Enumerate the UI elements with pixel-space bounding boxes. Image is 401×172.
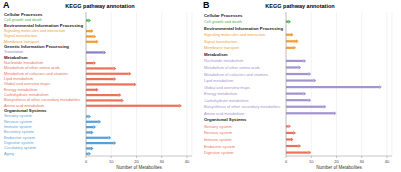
svg-text:Energy metabolism: Energy metabolism bbox=[8, 87, 37, 92]
svg-text:Signal transduction: Signal transduction bbox=[204, 39, 237, 44]
svg-text:Biosynthesis of other secondar: Biosynthesis of other secondary metaboli… bbox=[8, 97, 80, 102]
html-text:A: A bbox=[3, 0, 10, 10]
svg-text:Metabolism of other amino acid: Metabolism of other amino acids bbox=[204, 65, 260, 70]
svg-text:Signal transduction: Signal transduction bbox=[8, 33, 37, 38]
svg-text:Organismal Systems: Organismal Systems bbox=[8, 108, 47, 113]
svg-text:Environmental Information Proc: Environmental Information Processing bbox=[204, 26, 283, 31]
svg-text:Sensory system: Sensory system bbox=[8, 113, 32, 118]
svg-text:Amino acid metabolism: Amino acid metabolism bbox=[8, 103, 44, 108]
svg-text:Immune system: Immune system bbox=[204, 137, 231, 142]
svg-text:Amino acid metabolism: Amino acid metabolism bbox=[204, 111, 244, 116]
svg-text:Digestive system: Digestive system bbox=[8, 140, 33, 145]
svg-text:Cell growth and death: Cell growth and death bbox=[204, 19, 242, 24]
svg-text:Aging: Aging bbox=[8, 151, 14, 156]
svg-text:40: 40 bbox=[185, 159, 190, 164]
svg-text:Cellular Processes: Cellular Processes bbox=[204, 13, 243, 18]
html-text:KEGG pathway annotation: KEGG pathway annotation bbox=[265, 3, 335, 9]
html-text:KEGG pathway annotation: KEGG pathway annotation bbox=[65, 3, 135, 9]
svg-text:Circulatory system: Circulatory system bbox=[8, 145, 36, 150]
svg-text:Digestive system: Digestive system bbox=[204, 150, 233, 155]
svg-text:0: 0 bbox=[285, 159, 288, 164]
svg-text:Nucleotide metabolism: Nucleotide metabolism bbox=[204, 58, 243, 63]
svg-text:Nervous system: Nervous system bbox=[204, 130, 232, 135]
svg-text:Metabolism of cofactors and vi: Metabolism of cofactors and vitamins bbox=[204, 72, 268, 77]
svg-text:Global and overview maps: Global and overview maps bbox=[8, 81, 50, 86]
svg-text:30: 30 bbox=[359, 159, 364, 164]
svg-text:Carbohydrate metabolism: Carbohydrate metabolism bbox=[204, 98, 249, 103]
svg-text:30: 30 bbox=[159, 159, 164, 164]
svg-text:Translation: Translation bbox=[8, 49, 23, 54]
svg-text:10: 10 bbox=[109, 159, 114, 164]
svg-text:Excretory system: Excretory system bbox=[8, 129, 34, 134]
svg-text:40: 40 bbox=[385, 159, 390, 164]
svg-text:Organismal Systems: Organismal Systems bbox=[204, 117, 247, 122]
svg-text:Lipid metabolism: Lipid metabolism bbox=[8, 76, 33, 81]
svg-text:Genetic Information Processing: Genetic Information Processing bbox=[8, 44, 69, 49]
svg-text:Carbohydrate metabolism: Carbohydrate metabolism bbox=[8, 92, 49, 97]
svg-text:20: 20 bbox=[134, 159, 139, 164]
svg-text:Metabolism of other amino acid: Metabolism of other amino acids bbox=[8, 65, 60, 70]
svg-text:Energy metabolism: Energy metabolism bbox=[204, 91, 237, 96]
svg-text:Metabolism of cofactors and vi: Metabolism of cofactors and vitamins bbox=[8, 71, 68, 76]
svg-text:Cellular Processes: Cellular Processes bbox=[8, 12, 43, 17]
svg-text:Membrane transport: Membrane transport bbox=[8, 39, 40, 44]
svg-text:Endocrine system: Endocrine system bbox=[8, 135, 35, 140]
svg-text:Metabolism: Metabolism bbox=[204, 52, 228, 57]
svg-text:10: 10 bbox=[309, 159, 314, 164]
svg-text:Nervous system: Nervous system bbox=[8, 119, 32, 124]
svg-text:Metabolism: Metabolism bbox=[8, 55, 28, 60]
svg-text:Nucleotide metabolism: Nucleotide metabolism bbox=[8, 60, 43, 65]
svg-text:Endocrine system: Endocrine system bbox=[204, 144, 235, 149]
svg-text:Biosynthesis of other secondar: Biosynthesis of other secondary metaboli… bbox=[204, 104, 280, 109]
svg-text:0: 0 bbox=[85, 159, 88, 164]
svg-text:20: 20 bbox=[334, 159, 339, 164]
svg-text:Signaling molecules and intera: Signaling molecules and interaction bbox=[8, 28, 65, 33]
svg-text:Cell growth and death: Cell growth and death bbox=[8, 17, 42, 22]
svg-text:Number of Metabolites: Number of Metabolites bbox=[316, 165, 362, 170]
svg-text:Number of Metabolites: Number of Metabolites bbox=[116, 165, 162, 170]
svg-text:Global and overview maps: Global and overview maps bbox=[204, 85, 250, 90]
svg-text:Signaling molecules and intera: Signaling molecules and interaction bbox=[204, 32, 265, 37]
html-text:B: B bbox=[203, 0, 210, 10]
svg-text:Environmental Information Proc: Environmental Information Processing bbox=[8, 23, 83, 28]
svg-text:Sensory system: Sensory system bbox=[204, 124, 232, 129]
svg-text:Immune system: Immune system bbox=[8, 124, 31, 129]
svg-text:Lipid metabolism: Lipid metabolism bbox=[204, 78, 233, 83]
svg-text:Membrane transport: Membrane transport bbox=[204, 45, 240, 50]
